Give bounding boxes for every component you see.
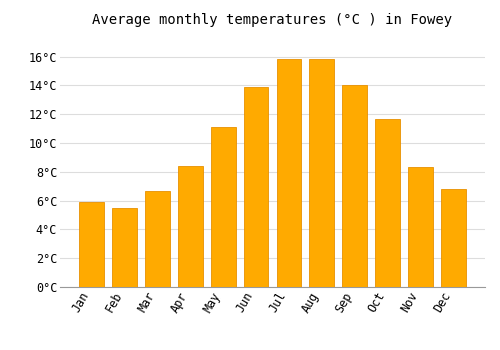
Bar [342,85,367,287]
Bar [441,189,466,287]
Bar [244,87,268,287]
Bar [376,119,400,287]
Bar [112,208,137,287]
Title: Average monthly temperatures (°C ) in Fowey: Average monthly temperatures (°C ) in Fo… [92,13,452,27]
Bar [310,60,334,287]
Bar [80,202,104,287]
Bar [408,168,433,287]
Bar [276,60,301,287]
Bar [178,166,203,287]
Bar [145,190,170,287]
Bar [211,127,236,287]
